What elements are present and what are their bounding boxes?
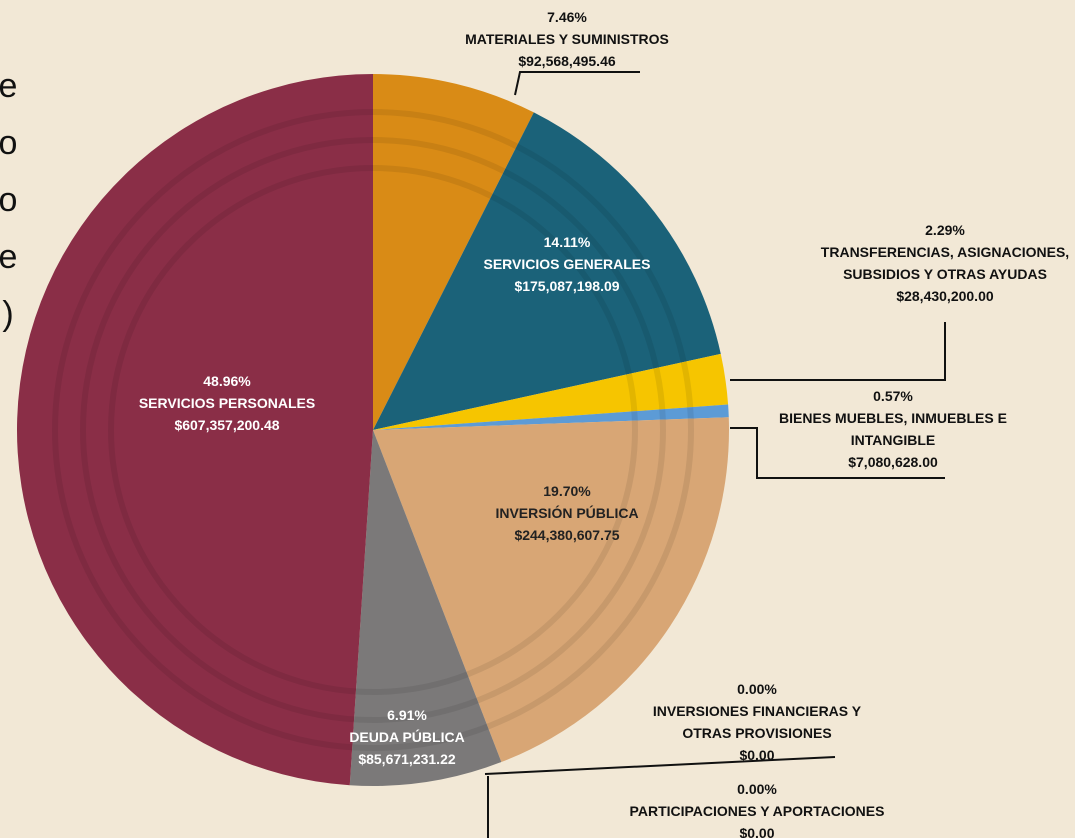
slice-amount: $0.00: [739, 825, 774, 838]
side-letter: o: [0, 181, 17, 219]
slice-percent: 19.70%: [543, 483, 591, 499]
slice-amount: $85,671,231.22: [358, 751, 456, 767]
slice-percent: 7.46%: [547, 9, 587, 25]
slice-amount: $244,380,607.75: [514, 527, 619, 543]
slice-percent: 48.96%: [203, 373, 251, 389]
slice-name: PARTICIPACIONES Y APORTACIONES: [630, 803, 885, 819]
slice-name: INVERSIÓN PÚBLICA: [495, 504, 638, 521]
side-letter: o: [0, 124, 17, 162]
page: 7.46% MATERIALES Y SUMINISTROS $92,568,495…: [0, 0, 1075, 838]
slice-name: DEUDA PÚBLICA: [349, 728, 464, 745]
slice-percent: 14.11%: [544, 234, 591, 250]
side-letter: e: [0, 67, 17, 105]
slice-amount: $28,430,200.00: [896, 288, 994, 304]
pie: [17, 74, 729, 786]
side-letter: ): [2, 295, 13, 333]
slice-percent: 6.91%: [387, 707, 427, 723]
side-letter: e: [0, 238, 17, 276]
slice-name: SERVICIOS GENERALES: [483, 256, 650, 272]
slice-name: MATERIALES Y SUMINISTROS: [465, 31, 669, 47]
slice-name: SERVICIOS PERSONALES: [139, 395, 315, 411]
slice-amount: $7,080,628.00: [848, 454, 938, 470]
slice-amount: $175,087,198.09: [514, 278, 619, 294]
slice-percent: 0.00%: [737, 781, 777, 797]
slice-percent: 0.57%: [873, 388, 913, 404]
slice-amount: $607,357,200.48: [174, 417, 279, 433]
slice-percent: 2.29%: [925, 222, 965, 238]
chart: 7.46% MATERIALES Y SUMINISTROS $92,568,495…: [0, 0, 1075, 838]
slice-percent: 0.00%: [737, 681, 777, 697]
slice-amount: $0.00: [739, 747, 774, 763]
slice-amount: $92,568,495.46: [518, 53, 616, 69]
